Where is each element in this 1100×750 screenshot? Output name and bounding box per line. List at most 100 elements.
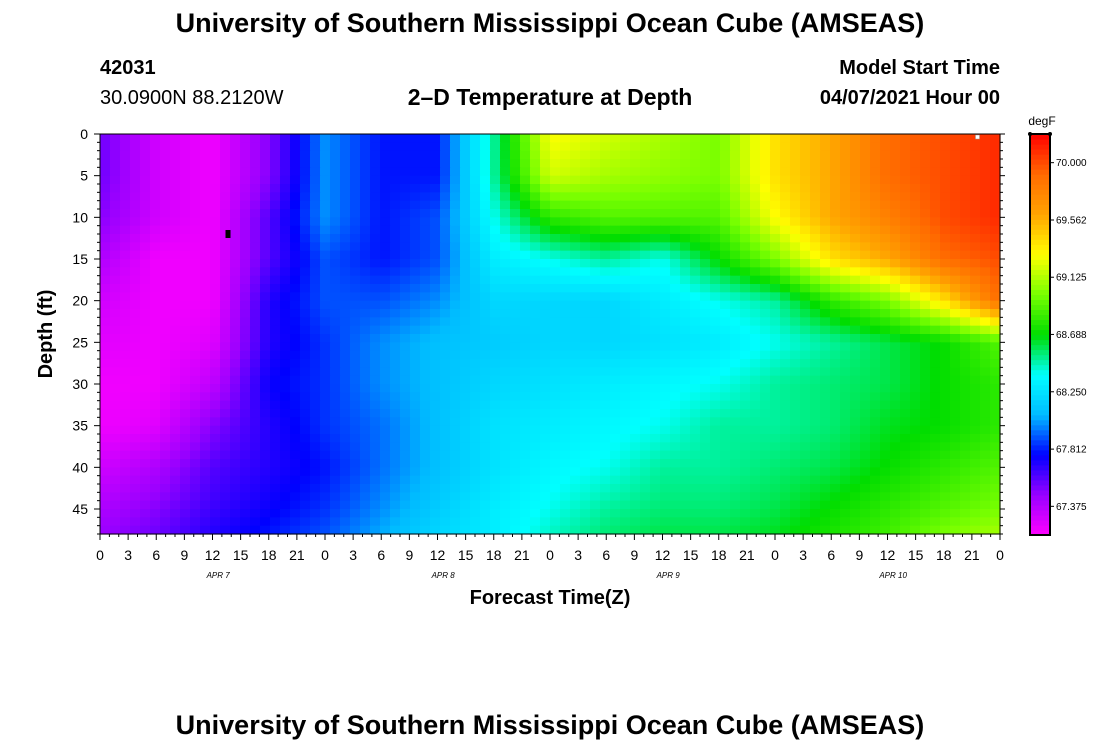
heatmap-cell — [950, 317, 961, 327]
heatmap-cell — [470, 409, 481, 418]
heatmap-cell — [320, 309, 331, 318]
heatmap-cell — [760, 334, 771, 343]
heatmap-cell — [380, 442, 391, 452]
heatmap-cell — [610, 425, 621, 435]
heatmap-cell — [700, 250, 711, 260]
heatmap-cell — [810, 225, 821, 235]
heatmap-cell — [750, 384, 761, 393]
heatmap-cell — [620, 417, 631, 427]
heatmap-cell — [550, 225, 561, 235]
heatmap-cell — [310, 425, 321, 435]
heatmap-cell — [230, 417, 241, 427]
heatmap-cell — [240, 450, 251, 460]
heatmap-cell — [140, 284, 151, 293]
heatmap-cell — [760, 200, 771, 210]
heatmap-cell — [860, 517, 871, 527]
heatmap-cell — [630, 242, 641, 252]
heatmap-cell — [670, 234, 681, 243]
heatmap-cell — [560, 300, 571, 310]
heatmap-cell — [590, 209, 601, 218]
heatmap-cell — [610, 209, 621, 218]
heatmap-cell — [690, 192, 701, 202]
colorbar-segment — [1030, 529, 1050, 536]
heatmap-cell — [390, 292, 401, 302]
heatmap-cell — [530, 367, 541, 377]
heatmap-cell — [990, 367, 1001, 377]
heatmap-cell — [250, 475, 261, 485]
heatmap-cell — [480, 284, 491, 293]
heatmap-cell — [410, 250, 421, 260]
colorbar-segment — [1030, 324, 1050, 331]
heatmap-cell — [950, 384, 961, 393]
heatmap-cell — [890, 509, 901, 518]
heatmap-cell — [680, 209, 691, 218]
heatmap-cell — [220, 192, 231, 202]
heatmap-cell — [990, 284, 1001, 293]
heatmap-cell — [110, 417, 121, 427]
heatmap-cell — [810, 275, 821, 285]
heatmap-cell — [200, 417, 211, 427]
heatmap-cell — [890, 525, 901, 535]
heatmap-cell — [530, 492, 541, 502]
heatmap-cell — [280, 267, 291, 277]
heatmap-cell — [130, 175, 141, 185]
heatmap-cell — [660, 242, 671, 252]
heatmap-cell — [760, 225, 771, 235]
colorbar-segment — [1030, 504, 1050, 511]
heatmap-cell — [360, 334, 371, 343]
heatmap-cell — [770, 392, 781, 402]
heatmap-cell — [770, 517, 781, 527]
x-tick-label: 6 — [152, 547, 160, 563]
heatmap-cell — [910, 500, 921, 510]
heatmap-cell — [210, 350, 221, 360]
heatmap-cell — [510, 409, 521, 418]
heatmap-cell — [400, 134, 411, 143]
heatmap-cell — [910, 342, 921, 352]
heatmap-cell — [520, 450, 531, 460]
heatmap-cell — [830, 384, 841, 393]
heatmap-cell — [840, 142, 851, 152]
heatmap-cell — [420, 200, 431, 210]
heatmap-cell — [980, 334, 991, 343]
heatmap-cell — [650, 442, 661, 452]
heatmap-cell — [620, 350, 631, 360]
heatmap-cell — [900, 317, 911, 327]
heatmap-cell — [360, 492, 371, 502]
heatmap-cell — [740, 442, 751, 452]
heatmap-cell — [170, 250, 181, 260]
heatmap-cell — [740, 384, 751, 393]
heatmap-cell — [220, 325, 231, 335]
heatmap-cell — [170, 150, 181, 160]
heatmap-cell — [660, 225, 671, 235]
heatmap-cell — [520, 500, 531, 510]
heatmap-cell — [460, 317, 471, 327]
heatmap-cell — [210, 292, 221, 302]
heatmap-cell — [340, 275, 351, 285]
heatmap-cell — [530, 175, 541, 185]
heatmap-cell — [730, 209, 741, 218]
heatmap-cell — [440, 259, 451, 268]
heatmap-cell — [910, 359, 921, 368]
heatmap-cell — [460, 342, 471, 352]
heatmap-cell — [830, 184, 841, 193]
heatmap-cell — [220, 309, 231, 318]
heatmap-cell — [750, 184, 761, 193]
heatmap-cell — [410, 209, 421, 218]
heatmap-cell — [630, 450, 641, 460]
heatmap-cell — [690, 225, 701, 235]
colorbar-segment — [1030, 409, 1050, 416]
heatmap-cell — [390, 267, 401, 277]
heatmap-cell — [990, 134, 1001, 143]
heatmap-cell — [120, 417, 131, 427]
y-tick-label: 0 — [80, 126, 88, 142]
heatmap-cell — [150, 267, 161, 277]
heatmap-cell — [410, 309, 421, 318]
heatmap-cell — [860, 392, 871, 402]
heatmap-cell — [420, 259, 431, 268]
heatmap-cell — [920, 250, 931, 260]
heatmap-cell — [730, 175, 741, 185]
heatmap-cell — [660, 459, 671, 468]
heatmap-cell — [830, 475, 841, 485]
heatmap-cell — [370, 150, 381, 160]
